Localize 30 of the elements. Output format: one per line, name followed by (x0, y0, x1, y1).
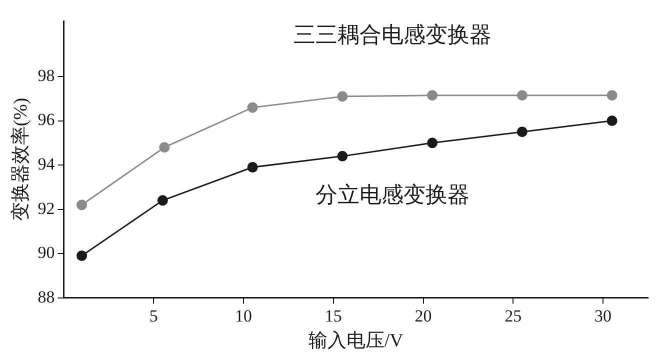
point (516, 90, 528, 101)
point (337, 150, 348, 162)
y-tick-label: 94 (38, 154, 56, 174)
x-tick-label: 30 (594, 306, 612, 326)
point (76, 250, 88, 262)
text: 三三耦合电感变换器 (293, 22, 492, 48)
y-tick-label: 88 (38, 287, 55, 306)
point (76, 200, 88, 210)
point (606, 116, 618, 126)
series-label: 分立电感变换器 (315, 182, 470, 207)
point (247, 102, 258, 113)
point (247, 162, 258, 172)
point (606, 90, 618, 101)
point (337, 91, 348, 102)
y-tick-label: 98 (38, 66, 55, 85)
point (427, 138, 438, 148)
x-tick-label: 25 (504, 306, 522, 326)
y-tick-label: 96 (38, 110, 55, 130)
point (159, 142, 170, 153)
point (157, 195, 168, 206)
x-tick-label: 10 (235, 306, 252, 326)
x-axis-title: 输入电压/V (308, 330, 404, 352)
point (427, 90, 438, 101)
point (516, 126, 528, 138)
x-tick-label: 5 (149, 306, 158, 326)
x-tick-label: 15 (324, 306, 342, 326)
y-tick-label: 90 (38, 243, 55, 262)
y-tick-label: 92 (38, 198, 55, 218)
y-axis-title: 变换器效率(%) (9, 98, 32, 222)
x-tick-label: 20 (414, 306, 432, 326)
